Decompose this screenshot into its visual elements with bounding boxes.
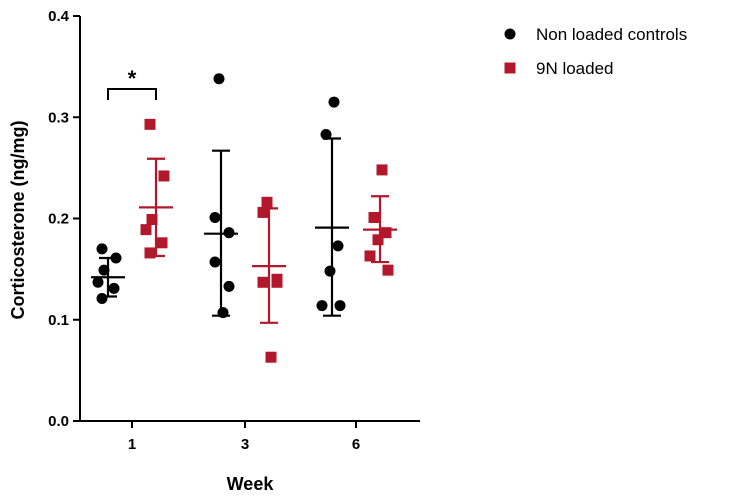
data-point-circle [316,300,328,312]
data-point-circle [209,256,221,268]
data-point-square [364,250,376,262]
data-point-circle [324,265,336,277]
y-tick-label: 0.0 [48,413,69,430]
data-point-square [257,276,269,288]
data-point-square [368,211,380,223]
x-tick-label: 6 [352,436,360,453]
legend: Non loaded controls 9N loaded [504,25,687,78]
legend-label: 9N loaded [536,59,614,78]
data-point-square [271,276,283,288]
legend-marker-square [504,62,516,74]
data-point-square [372,234,384,246]
legend-label: Non loaded controls [536,25,687,44]
data-point-circle [320,128,332,140]
data-point-square [156,237,168,249]
data-point-circle [110,252,122,264]
data-point-circle [213,73,225,85]
x-tick-label: 1 [128,436,136,453]
data-point-circle [217,307,229,319]
data-point-circle [92,276,104,288]
y-tick-label: 0.1 [48,312,69,329]
data-point-square [140,224,152,236]
data-point-square [144,247,156,259]
data-point-square [380,227,392,239]
legend-marker-circle [504,28,516,40]
y-tick-label: 0.3 [48,109,69,126]
data-point-square [376,164,388,176]
data-point-square [146,214,158,226]
data-point-circle [223,227,235,239]
data-point-square [158,170,170,182]
data-point-square [261,196,273,208]
x-tick-label: 3 [241,436,249,453]
data-point-circle [96,243,108,255]
data-point-circle [328,96,340,108]
significance-bracket [107,88,157,101]
data-point-circle [98,264,110,276]
data-point-square [382,264,394,276]
y-tick-label: 0.2 [48,211,69,228]
x-axis-title: Week [227,474,275,494]
data-point-circle [108,282,120,294]
data-point-circle [223,280,235,292]
y-tick-label: 0.4 [48,8,70,25]
data-point-square [144,118,156,130]
y-axis-title: Corticosterone (ng/mg) [8,120,28,319]
data-point-square [257,206,269,218]
data-point-square [265,351,277,363]
data-point-circle [334,300,346,312]
data-point-circle [332,240,344,252]
data-point-circle [96,292,108,304]
marks-layer: * [91,66,397,363]
axes-layer: 0.0 0.1 0.2 0.3 0.4 1 3 6 [48,8,420,453]
significance-asterisk: * [128,66,137,91]
data-point-circle [209,211,221,223]
